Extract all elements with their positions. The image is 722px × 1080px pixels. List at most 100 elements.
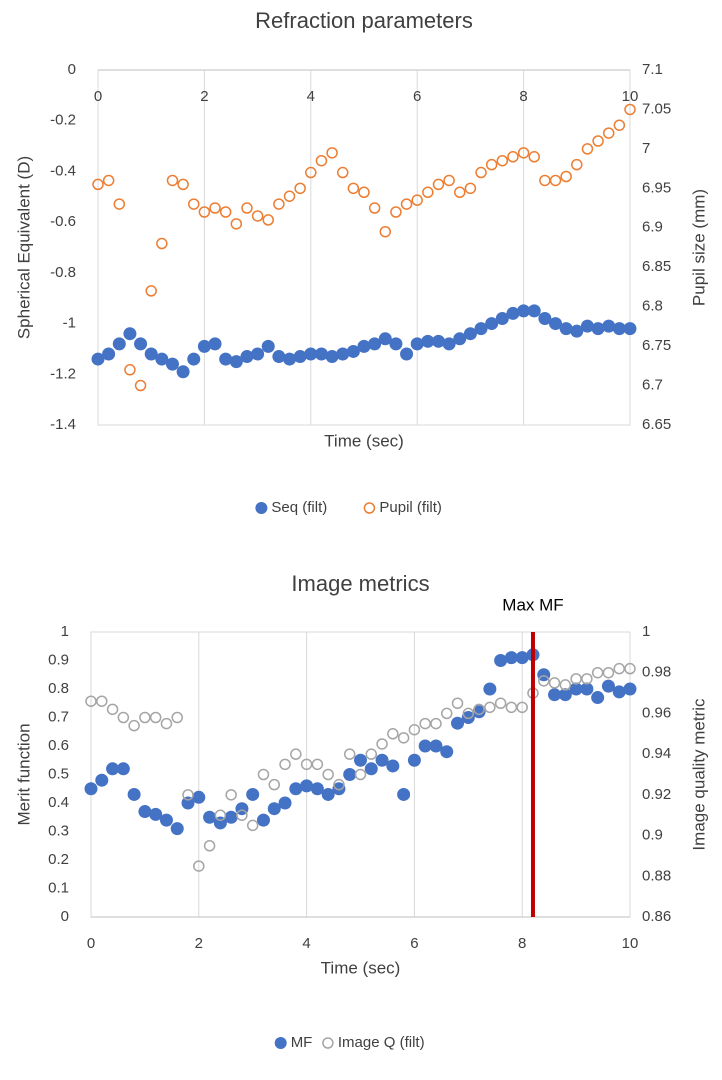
data-point <box>505 701 518 714</box>
data-point <box>170 822 184 836</box>
data-point <box>300 758 313 771</box>
data-point <box>155 352 169 366</box>
legend: MF Image Q (filt) <box>274 1034 425 1051</box>
y2-tick-label: 6.65 <box>642 416 671 433</box>
data-point <box>418 739 432 753</box>
data-point <box>159 813 173 827</box>
y2-tick-label: 0.94 <box>642 745 671 762</box>
data-point <box>570 673 582 685</box>
data-point <box>336 347 350 361</box>
y-tick-label: 0.5 <box>48 765 69 782</box>
data-point <box>219 206 232 218</box>
data-point <box>400 198 413 210</box>
data-point <box>124 364 136 376</box>
y2-tick-label: 0.92 <box>642 786 671 803</box>
data-point <box>624 662 636 675</box>
data-point <box>289 782 303 796</box>
data-point <box>246 787 260 801</box>
data-point <box>400 347 414 361</box>
data-point <box>368 202 381 214</box>
data-point <box>495 312 509 325</box>
data-point <box>138 805 152 819</box>
data-point <box>474 322 488 336</box>
data-point <box>485 158 498 171</box>
x-axis-title: Time (sec) <box>321 958 401 977</box>
data-point <box>203 810 217 824</box>
data-point <box>149 807 163 821</box>
data-point <box>117 711 130 724</box>
data-point <box>283 352 297 366</box>
data-point <box>336 166 349 179</box>
data-point <box>422 186 434 199</box>
data-point <box>464 182 477 195</box>
data-point <box>144 347 158 361</box>
y-tick-label: -0.2 <box>50 112 76 129</box>
y-tick-label: 0.4 <box>48 794 69 811</box>
data-point <box>357 339 371 353</box>
data-point <box>591 322 605 336</box>
y2-tick-label: 0.88 <box>642 867 671 884</box>
y2-tick-label: 7.05 <box>642 100 671 117</box>
data-point <box>504 651 518 665</box>
data-point <box>517 304 531 318</box>
data-point <box>549 317 563 331</box>
data-point <box>343 748 356 760</box>
y2-tick-label: 6.75 <box>642 337 671 354</box>
data-point <box>92 178 104 191</box>
data-point <box>354 768 367 781</box>
data-point <box>389 337 403 351</box>
data-point <box>364 762 378 776</box>
data-point <box>431 334 445 348</box>
data-point <box>290 748 302 760</box>
data-point <box>507 151 519 163</box>
data-point <box>224 810 238 824</box>
y2-axis-title: Image quality metric <box>689 698 708 851</box>
data-point <box>485 317 499 331</box>
data-point <box>145 285 157 297</box>
data-point <box>116 762 130 776</box>
data-point <box>440 745 454 759</box>
y-tick-label: -0.6 <box>50 213 76 230</box>
data-point <box>149 711 162 724</box>
data-point <box>527 304 541 318</box>
legend-label: Image Q (filt) <box>338 1034 425 1051</box>
data-point <box>106 703 119 716</box>
data-point <box>591 666 604 679</box>
data-point <box>315 154 328 167</box>
legend-label: Seq (filt) <box>271 499 327 516</box>
data-point <box>432 178 445 191</box>
data-point <box>91 352 105 366</box>
data-point <box>278 796 292 810</box>
data-point <box>112 337 126 351</box>
data-point <box>421 334 435 348</box>
data-point <box>440 707 453 720</box>
data-point <box>332 782 346 796</box>
data-point <box>378 332 392 346</box>
data-point <box>273 198 285 210</box>
data-point <box>602 319 616 333</box>
data-point <box>160 717 173 730</box>
data-point <box>461 711 475 724</box>
data-point <box>214 809 227 821</box>
legend-marker <box>363 502 376 514</box>
y2-tick-label: 6.85 <box>642 258 671 275</box>
data-point <box>494 697 507 709</box>
data-point <box>623 682 637 696</box>
annotation-label: Max MF <box>502 595 563 614</box>
data-point <box>430 717 442 730</box>
chart-title: Refraction parameters <box>255 8 473 33</box>
data-point <box>102 347 116 361</box>
y-tick-label: 0.9 <box>48 651 69 668</box>
data-point <box>333 778 345 791</box>
x-tick-label: 2 <box>195 935 203 952</box>
x-tick-label: 0 <box>87 935 95 952</box>
data-point <box>548 677 561 689</box>
data-point <box>386 759 400 773</box>
data-point <box>236 809 248 821</box>
data-point <box>176 365 190 379</box>
x-tick-label: 4 <box>302 935 310 952</box>
data-point <box>85 695 97 707</box>
data-point <box>375 753 389 767</box>
data-point <box>261 339 275 353</box>
